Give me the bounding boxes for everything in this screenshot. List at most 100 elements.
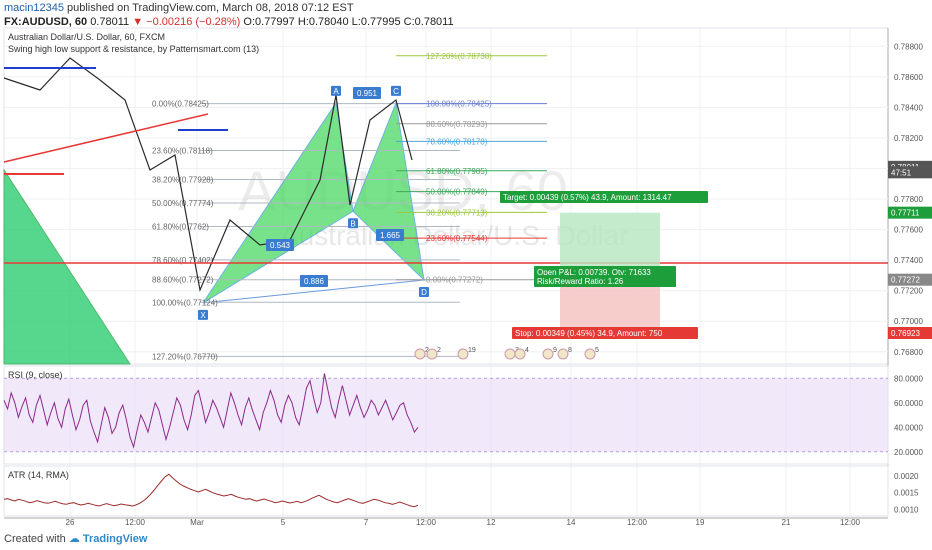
event-flag-icon [504, 348, 516, 360]
price-axis-label-bg [888, 206, 932, 219]
x-tick-label: 12:00 [125, 518, 146, 527]
publish-line: macin12345 published on TradingView.com,… [4, 2, 354, 14]
target-badge: Target: 0.00439 (0.57%) 43.9, Amount: 13… [503, 193, 672, 202]
published-text: published on TradingView.com, March 08, … [67, 2, 354, 14]
ratio-badge: 0.886 [304, 277, 325, 286]
fib-right-label: 61.80%(0.77985) [426, 167, 488, 176]
tradingview-logo-icon: ☁ [68, 533, 80, 545]
pattern-point-b: B [350, 219, 355, 228]
rsi-tick-label: 60.0000 [894, 399, 923, 408]
price-axis-label: 0.77711 [891, 209, 920, 218]
ratio-badge-bg [266, 239, 294, 251]
chart-title: Australian Dollar/U.S. Dollar, 60, FXCM [8, 32, 165, 42]
risk-reward-badge-bg [534, 275, 676, 287]
x-tick-label: Mar [190, 518, 204, 527]
rsi-line [3, 373, 419, 449]
ratio-badge-bg [376, 229, 404, 241]
pattern-point-c: C [393, 87, 399, 96]
ratio-badge-bg [353, 87, 381, 99]
open-pl-badge: Open P&L: 0.00739, Qty: 71633 [537, 268, 651, 277]
event-flag-icon [426, 348, 438, 360]
created-with-text: Created with [4, 533, 66, 545]
fib-left-label: 88.60%(0.77272) [152, 276, 214, 285]
ohlc-values: O:0.77997 H:0.78040 L:0.77995 C:0.78011 [243, 16, 454, 28]
x-tick-label: 12:00 [840, 518, 861, 527]
indicator-title: Swing high low support & resistance, by … [8, 44, 259, 54]
pattern-point-d: D [421, 288, 427, 297]
event-count: 9 [553, 347, 557, 354]
atr-line [3, 473, 419, 508]
rsi-tick-label: 80.0000 [894, 374, 923, 383]
event-flag-icon [514, 348, 526, 360]
y-tick-label: 0.78800 [894, 42, 923, 51]
price-axis-label: 0.76923 [891, 329, 920, 338]
trend-line [3, 113, 209, 163]
rsi-tick-label: 40.0000 [894, 423, 923, 432]
x-tick-label: 5 [281, 518, 286, 527]
tradingview-brand[interactable]: TradingView [82, 533, 148, 545]
event-flag-icon [557, 348, 569, 360]
x-tick-label: 26 [66, 518, 75, 527]
fib-right-label: 78.60%(0.78178) [426, 137, 488, 146]
footer: Created with ☁ TradingView [4, 532, 147, 545]
event-flag-icon [542, 348, 554, 360]
pattern-point-x: X [200, 311, 206, 320]
fib-left-label: 100.00%(0.77124) [152, 298, 218, 307]
x-tick-label: 12:00 [416, 518, 437, 527]
fib-left-label: 61.80%(0.7762) [152, 223, 209, 232]
pattern-point-x-bg [198, 309, 208, 320]
event-flag-icon [584, 348, 596, 360]
fib-left-label: 78.60%(0.77402) [152, 256, 214, 265]
x-tick-label: 12 [487, 518, 496, 527]
event-flag-icon [457, 348, 469, 360]
price-axis-label: 47:51 [891, 168, 912, 177]
rsi-tick-label: 20.0000 [894, 448, 923, 457]
pattern-point-c-bg [391, 85, 401, 96]
price-series-line [3, 57, 413, 293]
price-axis-label-bg [888, 166, 932, 179]
down-arrow-icon: ▼ [132, 16, 144, 28]
fib-right-label: 88.60%(0.78293) [426, 120, 488, 129]
x-tick-label: 19 [696, 518, 705, 527]
pattern-point-a-bg [331, 85, 341, 96]
atr-tick-label: 0.0010 [894, 505, 919, 514]
y-tick-label: 0.76800 [894, 348, 923, 357]
x-tick-label: 12:00 [627, 518, 648, 527]
event-count: 5 [595, 347, 599, 354]
x-tick-label: 7 [364, 518, 369, 527]
ratio-badge: 0.951 [357, 89, 378, 98]
risk-reward-badge: Risk/Reward Ratio: 1.26 [537, 277, 624, 286]
fib-right-label: 127.20%(0.78738) [426, 52, 492, 61]
stop-badge-bg [512, 327, 698, 339]
stop-zone [560, 279, 660, 333]
price-axis-label: 0.77272 [891, 276, 920, 285]
x-tick-label: 14 [567, 518, 576, 527]
fib-left-label: 50.00%(0.77774) [152, 199, 214, 208]
y-tick-label: 0.78400 [894, 103, 923, 112]
target-badge-bg [500, 191, 708, 203]
pattern-xd-line [202, 279, 425, 304]
stop-badge: Stop: 0.00349 (0.45%) 34.9, Amount: 750 [515, 329, 663, 338]
ratio-badge: 0.543 [270, 241, 291, 250]
fib-left-label: 23.60%(0.78118) [152, 146, 213, 155]
rsi-title: RSI (9, close) [8, 370, 63, 380]
time-axis[interactable]: 26 12:00 Mar 5 7 12:00 12 14 12:00 19 21 12:00 [4, 517, 888, 527]
fib-right-label: 23.60%(0.77544) [426, 234, 488, 243]
event-count: 2 [437, 347, 441, 354]
event-count: 4 [525, 347, 529, 354]
x-tick-label: 21 [782, 518, 791, 527]
rsi-pane[interactable]: 80.0000 60.0000 40.0000 20.0000 RSI (9, clos… [3, 365, 923, 465]
y-tick-label: 0.77400 [894, 256, 923, 265]
fib-left-label: 38.20%(0.77928) [152, 176, 214, 185]
y-tick-label: 0.77800 [894, 195, 923, 204]
pattern-point-d-bg [419, 287, 429, 297]
author-link[interactable]: macin12345 [4, 2, 64, 14]
event-count: 2 [425, 347, 429, 354]
atr-tick-label: 0.0020 [894, 472, 919, 481]
last-price: 0.78011 [90, 16, 130, 28]
left-triangle-zone [3, 168, 131, 365]
price-axis-label-bg [888, 326, 932, 339]
atr-pane[interactable]: 0.0020 0.0015 0.0010 ATR (14, RMA) [3, 465, 919, 517]
event-count: 8 [568, 347, 572, 354]
